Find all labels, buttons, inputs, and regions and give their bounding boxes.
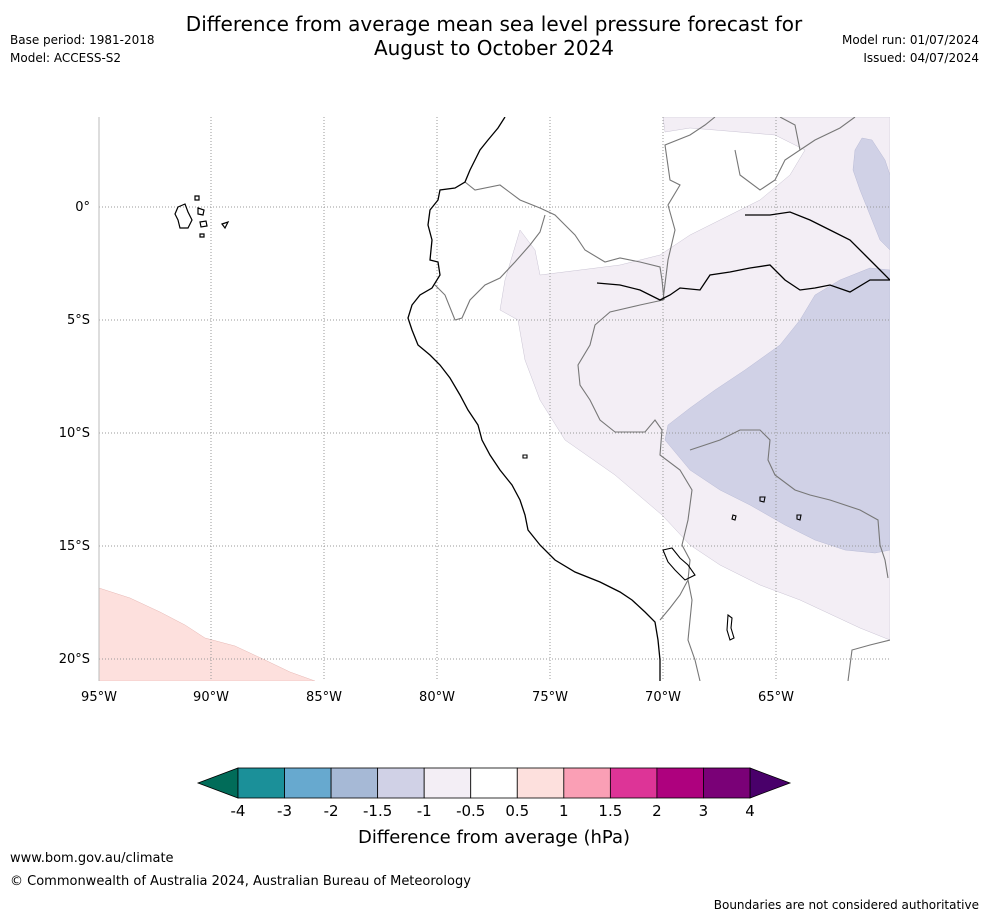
colorbar-cell bbox=[377, 767, 425, 799]
colorbar-tick-labels: -4 -3 -2 -1.5 -1 -0.5 0.5 1 1.5 2 3 4 bbox=[231, 802, 755, 820]
colorbar-tick-label: 4 bbox=[745, 802, 755, 820]
lon-label-65w: 65°W bbox=[758, 690, 794, 705]
footer-copyright: © Commonwealth of Australia 2024, Austra… bbox=[10, 874, 471, 889]
colorbar-cell bbox=[563, 767, 611, 799]
colorbar-cell bbox=[237, 767, 285, 799]
lon-label-70w: 70°W bbox=[645, 690, 681, 705]
colorbar-tick-label: 1 bbox=[559, 802, 569, 820]
colorbar: -4 -3 -2 -1.5 -1 -0.5 0.5 1 1.5 2 3 4 Difference fr… bbox=[196, 767, 792, 848]
footer-boundary-note: Boundaries are not considered authoritat… bbox=[713, 898, 979, 912]
colorbar-cell bbox=[330, 767, 379, 799]
issued-date: Issued: 04/07/2024 bbox=[863, 51, 979, 65]
lon-label-75w: 75°W bbox=[532, 690, 568, 705]
title-line-2: August to October 2024 bbox=[373, 36, 615, 60]
right-metadata: Model run: 01/07/2024 Issued: 04/07/2024 bbox=[842, 31, 979, 67]
colorbar-tick-label: -0.5 bbox=[456, 802, 485, 820]
left-metadata: Base period: 1981-2018 Model: ACCESS-S2 bbox=[10, 31, 155, 67]
base-period: Base period: 1981-2018 bbox=[10, 33, 155, 47]
anomaly-region-neg-1-north bbox=[852, 137, 890, 251]
colorbar-cell bbox=[470, 767, 518, 799]
latitude-labels: 0° 5°S 10°S 15°S 20°S bbox=[59, 200, 90, 667]
colorbar-high-extend bbox=[749, 767, 792, 799]
colorbar-tick-label: 0.5 bbox=[505, 802, 529, 820]
model-run: Model run: 01/07/2024 bbox=[841, 33, 979, 47]
coastline bbox=[407, 117, 890, 681]
colorbar-tick-label: 3 bbox=[699, 802, 709, 820]
colorbar-cell bbox=[423, 767, 472, 799]
chart-title: Difference from average mean sea level p… bbox=[0, 12, 988, 60]
colorbar-cell bbox=[609, 767, 658, 799]
colorbar-cells bbox=[237, 767, 751, 799]
lon-label-95w: 95°W bbox=[81, 690, 117, 705]
colorbar-tick-label: 1.5 bbox=[598, 802, 622, 820]
lakes bbox=[522, 454, 802, 641]
colorbar-tick-label: -3 bbox=[277, 802, 292, 820]
lat-label-10s: 10°S bbox=[59, 426, 90, 441]
colorbar-cell bbox=[656, 767, 704, 799]
colorbar-tick-label: -2 bbox=[324, 802, 339, 820]
lat-label-5s: 5°S bbox=[67, 313, 90, 328]
colorbar-cell bbox=[703, 767, 751, 799]
colorbar-title: Difference from average (hPa) bbox=[358, 827, 630, 848]
title-line-1: Difference from average mean sea level p… bbox=[185, 12, 803, 36]
lon-label-90w: 90°W bbox=[193, 690, 229, 705]
anomaly-fields bbox=[99, 117, 890, 681]
colorbar-tick-label: 2 bbox=[652, 802, 662, 820]
lat-label-15s: 15°S bbox=[59, 539, 90, 554]
galapagos-islands bbox=[174, 195, 230, 238]
model-name: Model: ACCESS-S2 bbox=[10, 51, 122, 65]
colorbar-low-extend bbox=[196, 767, 239, 799]
longitude-labels: 95°W 90°W 85°W 80°W 75°W 70°W 65°W bbox=[81, 690, 794, 705]
footer-url[interactable]: www.bom.gov.au/climate bbox=[10, 851, 174, 866]
lon-label-80w: 80°W bbox=[419, 690, 455, 705]
colorbar-cell bbox=[284, 767, 332, 799]
lon-label-85w: 85°W bbox=[306, 690, 342, 705]
colorbar-tick-label: -1.5 bbox=[363, 802, 392, 820]
anomaly-region-pos-0-5 bbox=[99, 587, 316, 681]
lat-label-0: 0° bbox=[75, 200, 90, 215]
lat-label-20s: 20°S bbox=[59, 652, 90, 667]
colorbar-tick-label: -1 bbox=[417, 802, 432, 820]
colorbar-tick-label: -4 bbox=[231, 802, 246, 820]
colorbar-cell bbox=[516, 767, 565, 799]
